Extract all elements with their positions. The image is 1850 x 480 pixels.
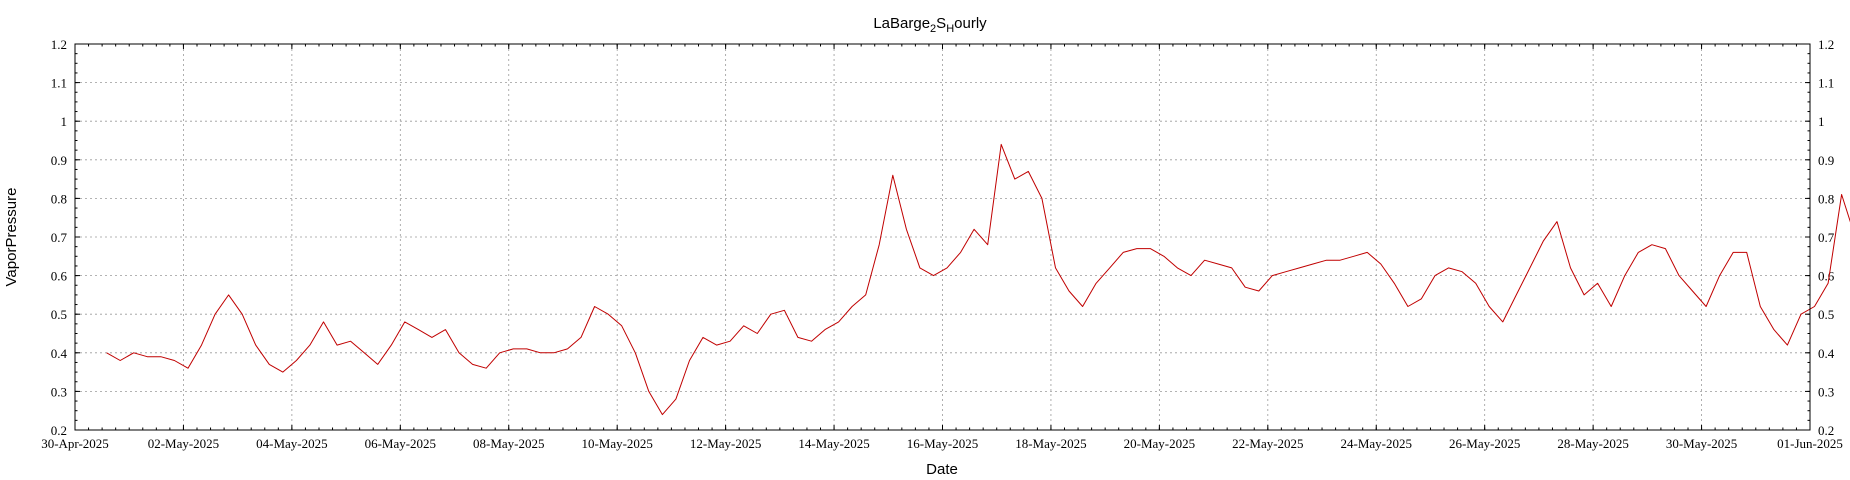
y-tick-label-left: 1 [61,114,68,129]
x-tick-label: 28-May-2025 [1557,436,1629,451]
y-tick-label-right: 1 [1818,114,1825,129]
y-tick-label-left: 1.2 [51,37,67,52]
x-tick-label: 30-May-2025 [1666,436,1738,451]
y-tick-label-right: 0.7 [1818,230,1835,245]
x-tick-label: 18-May-2025 [1015,436,1087,451]
y-tick-labels-left: 0.2 0.3 0.4 0.5 0.6 0.7 0.8 0.9 1 1.1 1.2 [51,37,68,438]
x-tick-label: 12-May-2025 [690,436,762,451]
x-tick-labels: 30-Apr-2025 02-May-2025 04-May-2025 06-May-… [41,436,1843,451]
y-axis-label: VaporPressure [3,188,20,287]
x-tick-label: 24-May-2025 [1341,436,1413,451]
y-tick-label-left: 0.9 [51,153,67,168]
y-tick-label-right: 0.9 [1818,153,1834,168]
y-tick-labels-right: 0.2 0.3 0.4 0.5 0.6 0.7 0.8 0.9 1 1.1 1.2 [1818,37,1835,438]
y-tick-label-right: 0.3 [1818,384,1834,399]
y-tick-label-left: 0.7 [51,230,68,245]
y-tick-label-left: 0.3 [51,384,67,399]
x-tick-label: 14-May-2025 [798,436,870,451]
x-tick-label: 22-May-2025 [1232,436,1304,451]
x-tick-label: 02-May-2025 [148,436,220,451]
y-tick-label-right: 0.2 [1818,423,1834,438]
x-tick-label: 16-May-2025 [907,436,979,451]
x-tick-label: 01-Jun-2025 [1777,436,1843,451]
y-tick-label-left: 0.4 [51,346,68,361]
y-tick-label-right: 0.5 [1818,307,1834,322]
vapor-pressure-series-line [106,143,1850,416]
y-tick-label-right: 1.2 [1818,37,1834,52]
chart-title: LaBarge2SHourly [873,15,987,35]
x-tick-label: 26-May-2025 [1449,436,1521,451]
x-tick-label: 10-May-2025 [581,436,653,451]
x-tick-label: 20-May-2025 [1124,436,1196,451]
x-tick-label: 06-May-2025 [365,436,437,451]
y-tick-label-left: 0.6 [51,269,68,284]
x-tick-label: 04-May-2025 [256,436,328,451]
y-tick-label-left: 0.5 [51,307,67,322]
x-axis-label: Date [926,461,958,478]
y-tick-label-right: 0.6 [1818,269,1835,284]
y-tick-label-left: 1.1 [51,76,67,91]
y-tick-label-right: 1.1 [1818,76,1834,91]
x-tick-label: 08-May-2025 [473,436,545,451]
plot-frame [74,43,1811,431]
y-tick-label-right: 0.8 [1818,191,1834,206]
y-tick-label-left: 0.2 [51,423,67,438]
y-tick-label-right: 0.4 [1818,346,1835,361]
grid [75,44,1810,430]
x-tick-label: 30-Apr-2025 [41,436,109,451]
y-tick-label-left: 0.8 [51,191,67,206]
